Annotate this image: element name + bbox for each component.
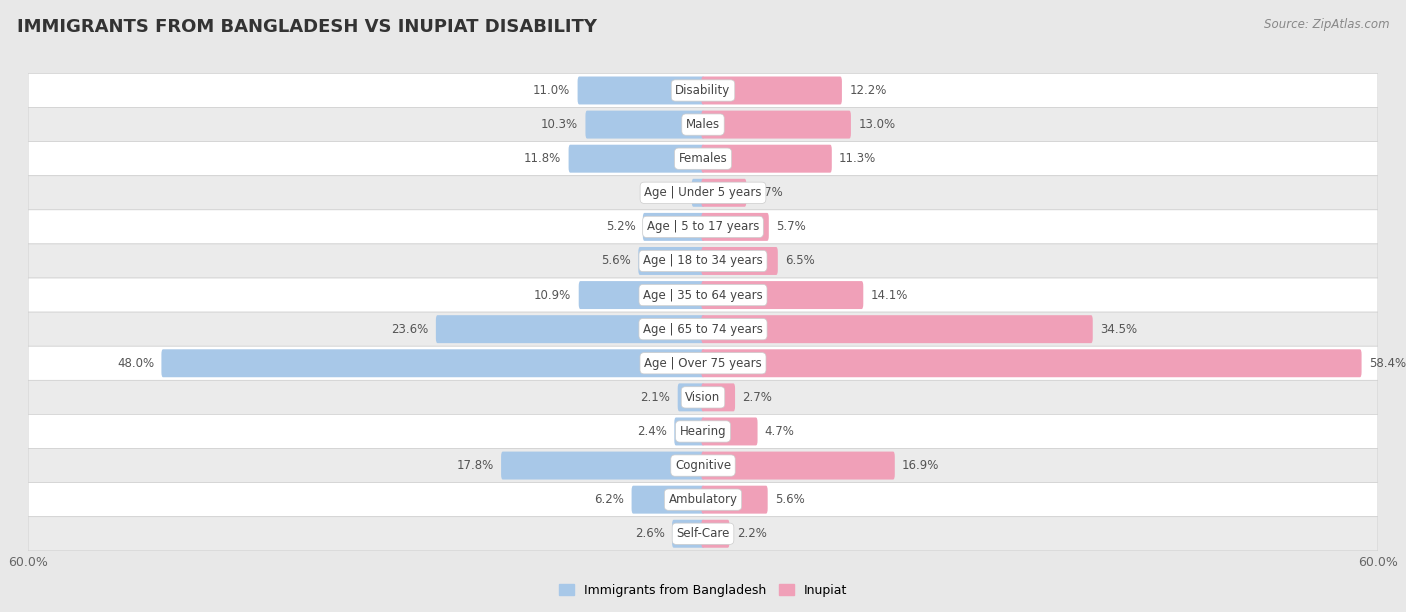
FancyBboxPatch shape bbox=[436, 315, 704, 343]
FancyBboxPatch shape bbox=[702, 315, 1092, 343]
Text: Self-Care: Self-Care bbox=[676, 528, 730, 540]
FancyBboxPatch shape bbox=[28, 73, 1378, 108]
Text: Age | Under 5 years: Age | Under 5 years bbox=[644, 186, 762, 200]
FancyBboxPatch shape bbox=[579, 281, 704, 309]
FancyBboxPatch shape bbox=[702, 452, 894, 480]
Text: 5.6%: 5.6% bbox=[602, 255, 631, 267]
Text: 10.9%: 10.9% bbox=[534, 289, 571, 302]
Text: Age | 5 to 17 years: Age | 5 to 17 years bbox=[647, 220, 759, 233]
Text: 5.7%: 5.7% bbox=[776, 220, 806, 233]
FancyBboxPatch shape bbox=[702, 486, 768, 513]
Text: 13.0%: 13.0% bbox=[858, 118, 896, 131]
Text: 11.0%: 11.0% bbox=[533, 84, 571, 97]
FancyBboxPatch shape bbox=[28, 278, 1378, 312]
Text: 11.8%: 11.8% bbox=[524, 152, 561, 165]
Text: 6.5%: 6.5% bbox=[785, 255, 815, 267]
Text: 2.6%: 2.6% bbox=[636, 528, 665, 540]
FancyBboxPatch shape bbox=[28, 176, 1378, 210]
Text: 14.1%: 14.1% bbox=[870, 289, 908, 302]
Text: 2.2%: 2.2% bbox=[737, 528, 766, 540]
FancyBboxPatch shape bbox=[672, 520, 704, 548]
Text: 34.5%: 34.5% bbox=[1099, 323, 1137, 335]
Text: Cognitive: Cognitive bbox=[675, 459, 731, 472]
FancyBboxPatch shape bbox=[585, 111, 704, 138]
FancyBboxPatch shape bbox=[702, 179, 747, 207]
Text: 48.0%: 48.0% bbox=[117, 357, 155, 370]
FancyBboxPatch shape bbox=[702, 144, 832, 173]
Legend: Immigrants from Bangladesh, Inupiat: Immigrants from Bangladesh, Inupiat bbox=[554, 579, 852, 602]
Text: 12.2%: 12.2% bbox=[849, 84, 887, 97]
Text: Ambulatory: Ambulatory bbox=[668, 493, 738, 506]
FancyBboxPatch shape bbox=[28, 380, 1378, 414]
Text: Source: ZipAtlas.com: Source: ZipAtlas.com bbox=[1264, 18, 1389, 31]
FancyBboxPatch shape bbox=[28, 346, 1378, 380]
Text: Vision: Vision bbox=[685, 391, 721, 404]
FancyBboxPatch shape bbox=[28, 244, 1378, 278]
FancyBboxPatch shape bbox=[675, 417, 704, 446]
FancyBboxPatch shape bbox=[501, 452, 704, 480]
FancyBboxPatch shape bbox=[702, 417, 758, 446]
FancyBboxPatch shape bbox=[702, 247, 778, 275]
FancyBboxPatch shape bbox=[702, 349, 1361, 377]
FancyBboxPatch shape bbox=[28, 517, 1378, 551]
FancyBboxPatch shape bbox=[28, 141, 1378, 176]
FancyBboxPatch shape bbox=[702, 213, 769, 241]
Text: 2.1%: 2.1% bbox=[641, 391, 671, 404]
Text: 11.3%: 11.3% bbox=[839, 152, 876, 165]
FancyBboxPatch shape bbox=[702, 383, 735, 411]
Text: 17.8%: 17.8% bbox=[457, 459, 494, 472]
Text: Age | 65 to 74 years: Age | 65 to 74 years bbox=[643, 323, 763, 335]
Text: 23.6%: 23.6% bbox=[391, 323, 429, 335]
FancyBboxPatch shape bbox=[643, 213, 704, 241]
Text: 2.4%: 2.4% bbox=[637, 425, 666, 438]
Text: Males: Males bbox=[686, 118, 720, 131]
Text: 16.9%: 16.9% bbox=[903, 459, 939, 472]
Text: 5.6%: 5.6% bbox=[775, 493, 804, 506]
Text: 10.3%: 10.3% bbox=[541, 118, 578, 131]
FancyBboxPatch shape bbox=[702, 111, 851, 138]
FancyBboxPatch shape bbox=[28, 483, 1378, 517]
Text: 2.7%: 2.7% bbox=[742, 391, 772, 404]
FancyBboxPatch shape bbox=[631, 486, 704, 513]
FancyBboxPatch shape bbox=[28, 210, 1378, 244]
FancyBboxPatch shape bbox=[28, 449, 1378, 483]
Text: Disability: Disability bbox=[675, 84, 731, 97]
Text: 0.85%: 0.85% bbox=[647, 186, 685, 200]
FancyBboxPatch shape bbox=[568, 144, 704, 173]
FancyBboxPatch shape bbox=[28, 414, 1378, 449]
FancyBboxPatch shape bbox=[578, 76, 704, 105]
FancyBboxPatch shape bbox=[702, 281, 863, 309]
Text: Age | 18 to 34 years: Age | 18 to 34 years bbox=[643, 255, 763, 267]
Text: 6.2%: 6.2% bbox=[595, 493, 624, 506]
Text: 3.7%: 3.7% bbox=[754, 186, 783, 200]
FancyBboxPatch shape bbox=[28, 312, 1378, 346]
Text: IMMIGRANTS FROM BANGLADESH VS INUPIAT DISABILITY: IMMIGRANTS FROM BANGLADESH VS INUPIAT DI… bbox=[17, 18, 598, 36]
FancyBboxPatch shape bbox=[702, 76, 842, 105]
Text: Females: Females bbox=[679, 152, 727, 165]
Text: Hearing: Hearing bbox=[679, 425, 727, 438]
FancyBboxPatch shape bbox=[162, 349, 704, 377]
Text: Age | Over 75 years: Age | Over 75 years bbox=[644, 357, 762, 370]
Text: 58.4%: 58.4% bbox=[1369, 357, 1406, 370]
FancyBboxPatch shape bbox=[692, 179, 704, 207]
FancyBboxPatch shape bbox=[702, 520, 730, 548]
Text: 4.7%: 4.7% bbox=[765, 425, 794, 438]
FancyBboxPatch shape bbox=[638, 247, 704, 275]
FancyBboxPatch shape bbox=[28, 108, 1378, 141]
Text: Age | 35 to 64 years: Age | 35 to 64 years bbox=[643, 289, 763, 302]
Text: 5.2%: 5.2% bbox=[606, 220, 636, 233]
FancyBboxPatch shape bbox=[678, 383, 704, 411]
